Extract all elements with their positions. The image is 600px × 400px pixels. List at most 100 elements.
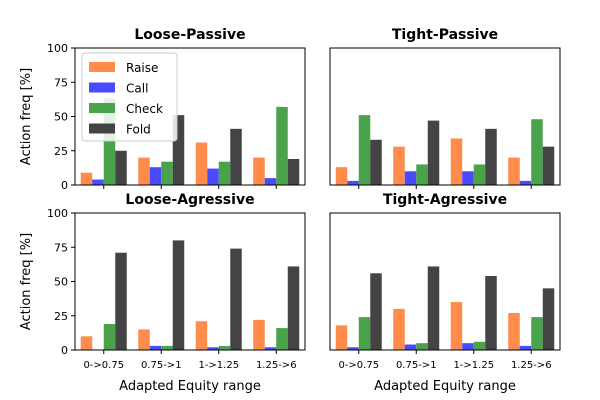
bar-call-4 [264,178,277,185]
panel-title: Loose-Passive [134,27,245,43]
bar-check-1 [358,317,371,350]
bar-check-3 [218,161,231,185]
bar-raise-1 [80,172,93,185]
chart-panel-1: Loose-Passive 0 25 50 75 100 Action freq [%] [19,27,306,192]
panel-title: Tight-Agressive [383,192,507,208]
bar-check-4 [531,317,543,350]
bar-fold-1 [370,273,382,350]
y-tick-label: 100 [47,42,68,55]
bar-call-1 [92,179,104,185]
bar-call-3 [462,343,474,350]
legend-label-check: Check [126,102,163,116]
bar-raise-1 [80,336,93,350]
legend-swatch-raise [89,62,115,72]
bar-check-3 [218,345,231,350]
bar-fold-3 [485,128,497,185]
y-tick-label: 100 [47,207,68,220]
bar-fold-4 [287,158,300,185]
bar-check-2 [416,164,428,185]
legend: Raise Call Check Fold [81,52,178,142]
bar-call-2 [149,167,162,185]
bar-raise-1 [335,167,348,185]
bar-raise-3 [450,302,463,350]
bar-raise-4 [508,157,520,185]
y-axis-label: Action freq [%] [19,68,34,165]
x-tick-label: 0->0.75 [338,360,379,371]
bar-call-2 [404,344,417,350]
x-tick-label: 0.75->1 [396,360,437,371]
bar-check-4 [531,119,543,185]
bar-raise-4 [253,319,265,350]
legend-swatch-fold [89,123,115,134]
x-tick-label: 0.75->1 [141,360,182,371]
bar-fold-1 [370,139,382,185]
bar-fold-4 [542,288,555,350]
bar-check-3 [473,164,486,185]
x-tick-label: 1->1.25 [198,360,239,371]
bar-call-2 [404,171,417,185]
legend-swatch-check [89,103,115,113]
bar-check-2 [416,343,428,350]
panel-title: Tight-Passive [392,27,498,43]
bar-fold-3 [485,276,497,350]
bar-raise-2 [393,146,405,185]
bar-call-1 [347,180,359,185]
bar-fold-2 [427,120,440,185]
legend-label-fold: Fold [126,123,151,137]
bar-check-1 [103,98,116,185]
legend-box [81,52,178,142]
axes-frame [329,47,561,186]
y-tick-label: 0 [61,344,68,357]
x-tick-label: 0->0.75 [83,360,124,371]
axes-frame [329,212,561,351]
bar-fold-4 [542,146,555,185]
bar-check-2 [161,161,173,185]
x-axis-label: Adapted Equity range [119,379,261,394]
bar-fold-1 [115,150,127,185]
y-tick-label: 50 [54,111,68,124]
bar-call-4 [519,180,532,185]
bar-check-3 [473,341,486,350]
y-tick-label: 75 [54,241,68,254]
bar-fold-4 [287,266,300,350]
bar-fold-2 [427,266,440,350]
y-tick-label: 25 [54,145,68,158]
bar-call-4 [519,345,532,350]
bar-fold-1 [115,252,127,350]
bar-fold-2 [172,115,185,185]
bar-fold-3 [230,128,242,185]
bar-call-3 [207,347,219,350]
bar-raise-2 [138,329,150,350]
bar-raise-4 [253,157,265,185]
legend-label-call: Call [126,82,148,96]
panel-title: Loose-Agressive [125,192,254,208]
bar-fold-3 [230,248,242,350]
bar-check-1 [103,323,116,350]
bar-check-4 [276,328,288,350]
bar-check-1 [358,115,371,185]
x-tick-label: 1->1.25 [453,360,494,371]
bar-raise-1 [335,325,348,350]
y-tick-label: 25 [54,310,68,323]
bar-raise-2 [393,308,405,350]
x-axis-label: Adapted Equity range [374,379,516,394]
bar-check-4 [276,106,288,185]
y-tick-label: 50 [54,276,68,289]
x-tick-label: 1.25->6 [256,360,297,371]
y-axis-label: Action freq [%] [19,233,34,330]
bar-call-1 [347,347,359,350]
bar-call-3 [462,171,474,185]
bar-raise-3 [195,142,208,185]
bar-call-4 [264,347,277,350]
bar-call-2 [149,345,162,350]
y-tick-label: 75 [54,76,68,89]
bar-raise-3 [450,138,463,185]
bar-raise-4 [508,313,520,350]
bar-raise-2 [138,157,150,185]
bar-raise-3 [195,321,208,350]
bar-fold-2 [172,240,185,350]
legend-swatch-call [89,82,115,93]
x-tick-label: 1.25->6 [511,360,552,371]
legend-label-raise: Raise [126,61,158,75]
